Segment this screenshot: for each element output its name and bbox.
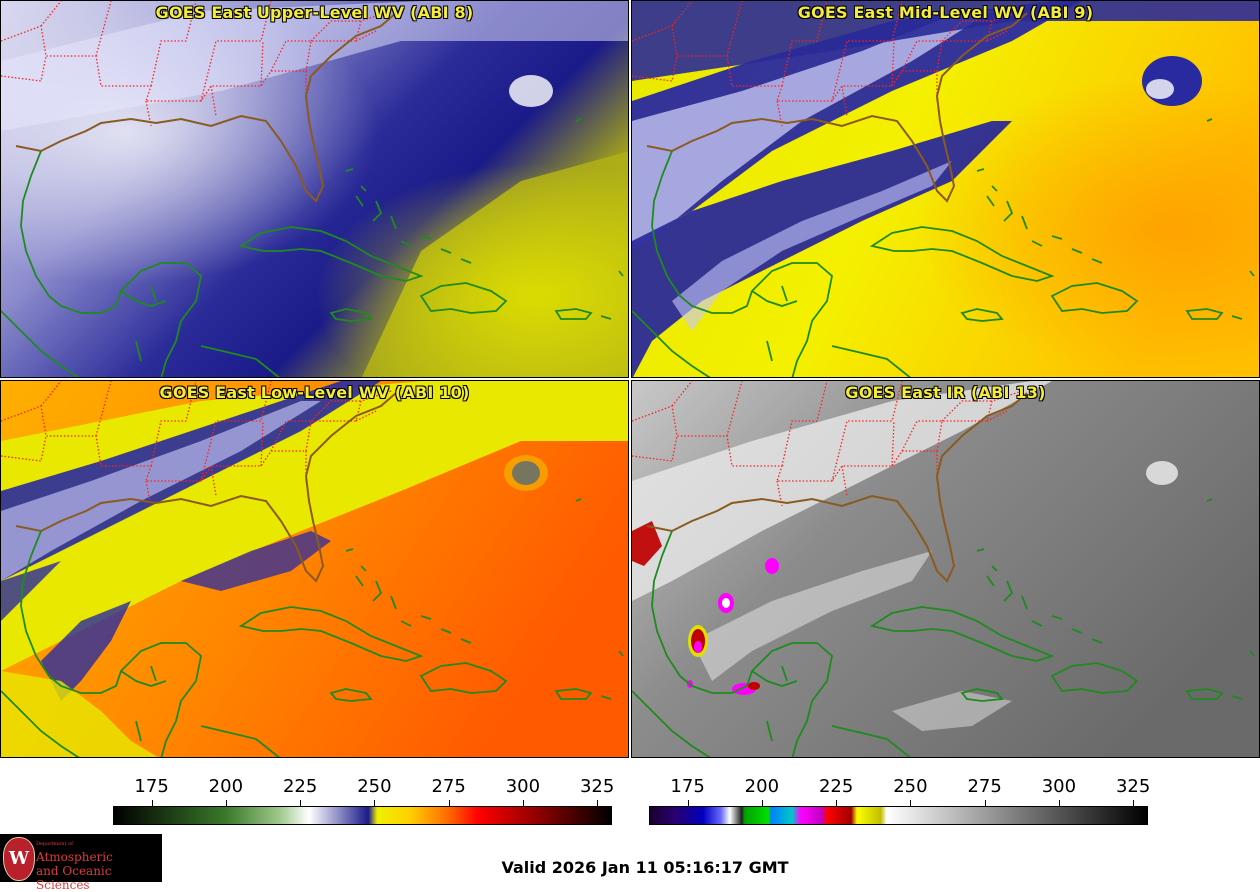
panel-title: GOES East IR (ABI 13): [845, 383, 1046, 402]
colorbar-tick-label: 250: [893, 776, 928, 797]
colorbar-tick-label: 325: [1115, 776, 1151, 797]
aos-logo: W Department of Atmospheric and Oceanic …: [0, 834, 162, 892]
colorbar-tick-label: 300: [1041, 776, 1077, 797]
colorbar-tick-mark: [448, 800, 450, 806]
panel-title: GOES East Mid-Level WV (ABI 9): [797, 3, 1094, 22]
colorbar-tick-label: 200: [744, 776, 780, 797]
colorbar-tick-mark: [910, 800, 912, 806]
colorbar-tick-label: 325: [579, 776, 615, 797]
colorbar-tick-mark: [374, 800, 376, 806]
colorbar-tick-mark: [151, 800, 153, 806]
colorbar-tick-mark: [597, 800, 599, 806]
panel-upper-level-wv: GOES East Upper-Level WV (ABI 8): [0, 0, 629, 378]
colorbar-tick-mark: [300, 800, 302, 806]
colorbar-tick-label: 175: [670, 776, 705, 797]
colorbar-tick-mark: [761, 800, 763, 806]
colorbar-tick-label: 275: [967, 776, 1002, 797]
colorbar-tick-label: 175: [134, 776, 169, 797]
upper-level-wv-imagery: [1, 1, 628, 377]
panel-mid-level-wv: GOES East Mid-Level WV (ABI 9): [631, 0, 1260, 378]
colorbar-tick-label: 275: [431, 776, 466, 797]
ir-colorbar-ticks: 175 200 225 250 275 300 325: [649, 770, 1151, 806]
mid-level-wv-imagery: [632, 1, 1259, 377]
ir-colorbar-gradient: [649, 806, 1148, 825]
colorbar-tick-mark: [1133, 800, 1135, 806]
colorbar-tick-label: 200: [208, 776, 244, 797]
colorbar-tick-mark: [836, 800, 838, 806]
panel-ir: GOES East IR (ABI 13): [631, 380, 1260, 758]
panel-title: GOES East Upper-Level WV (ABI 8): [155, 3, 474, 22]
panel-title: GOES East Low-Level WV (ABI 10): [159, 383, 470, 402]
colorbar-tick-label: 225: [282, 776, 318, 797]
colorbar-tick-label: 300: [505, 776, 541, 797]
colorbar-tick-mark: [225, 800, 227, 806]
ir-imagery: [632, 381, 1259, 757]
colorbar-tick-mark: [1058, 800, 1060, 806]
wv-colorbar-ticks: 175 200 225 250 275 300 325: [113, 770, 615, 806]
logo-name-line1: Atmospheric: [36, 850, 113, 864]
colorbar-tick-mark: [984, 800, 986, 806]
uw-seal-icon: W: [3, 837, 35, 881]
low-level-wv-imagery: [1, 381, 628, 757]
colorbar-tick-mark: [687, 800, 689, 806]
colorbar-tick-mark: [522, 800, 524, 806]
colorbar-tick-label: 250: [357, 776, 392, 797]
logo-dept-text: Department of: [36, 841, 73, 847]
wv-colorbar-gradient: [113, 806, 612, 825]
valid-time: Valid 2026 Jan 11 05:16:17 GMT: [501, 858, 789, 877]
colorbar-tick-label: 225: [818, 776, 854, 797]
panel-low-level-wv: GOES East Low-Level WV (ABI 10): [0, 380, 629, 758]
logo-name-line2: and Oceanic Sciences: [36, 864, 112, 892]
